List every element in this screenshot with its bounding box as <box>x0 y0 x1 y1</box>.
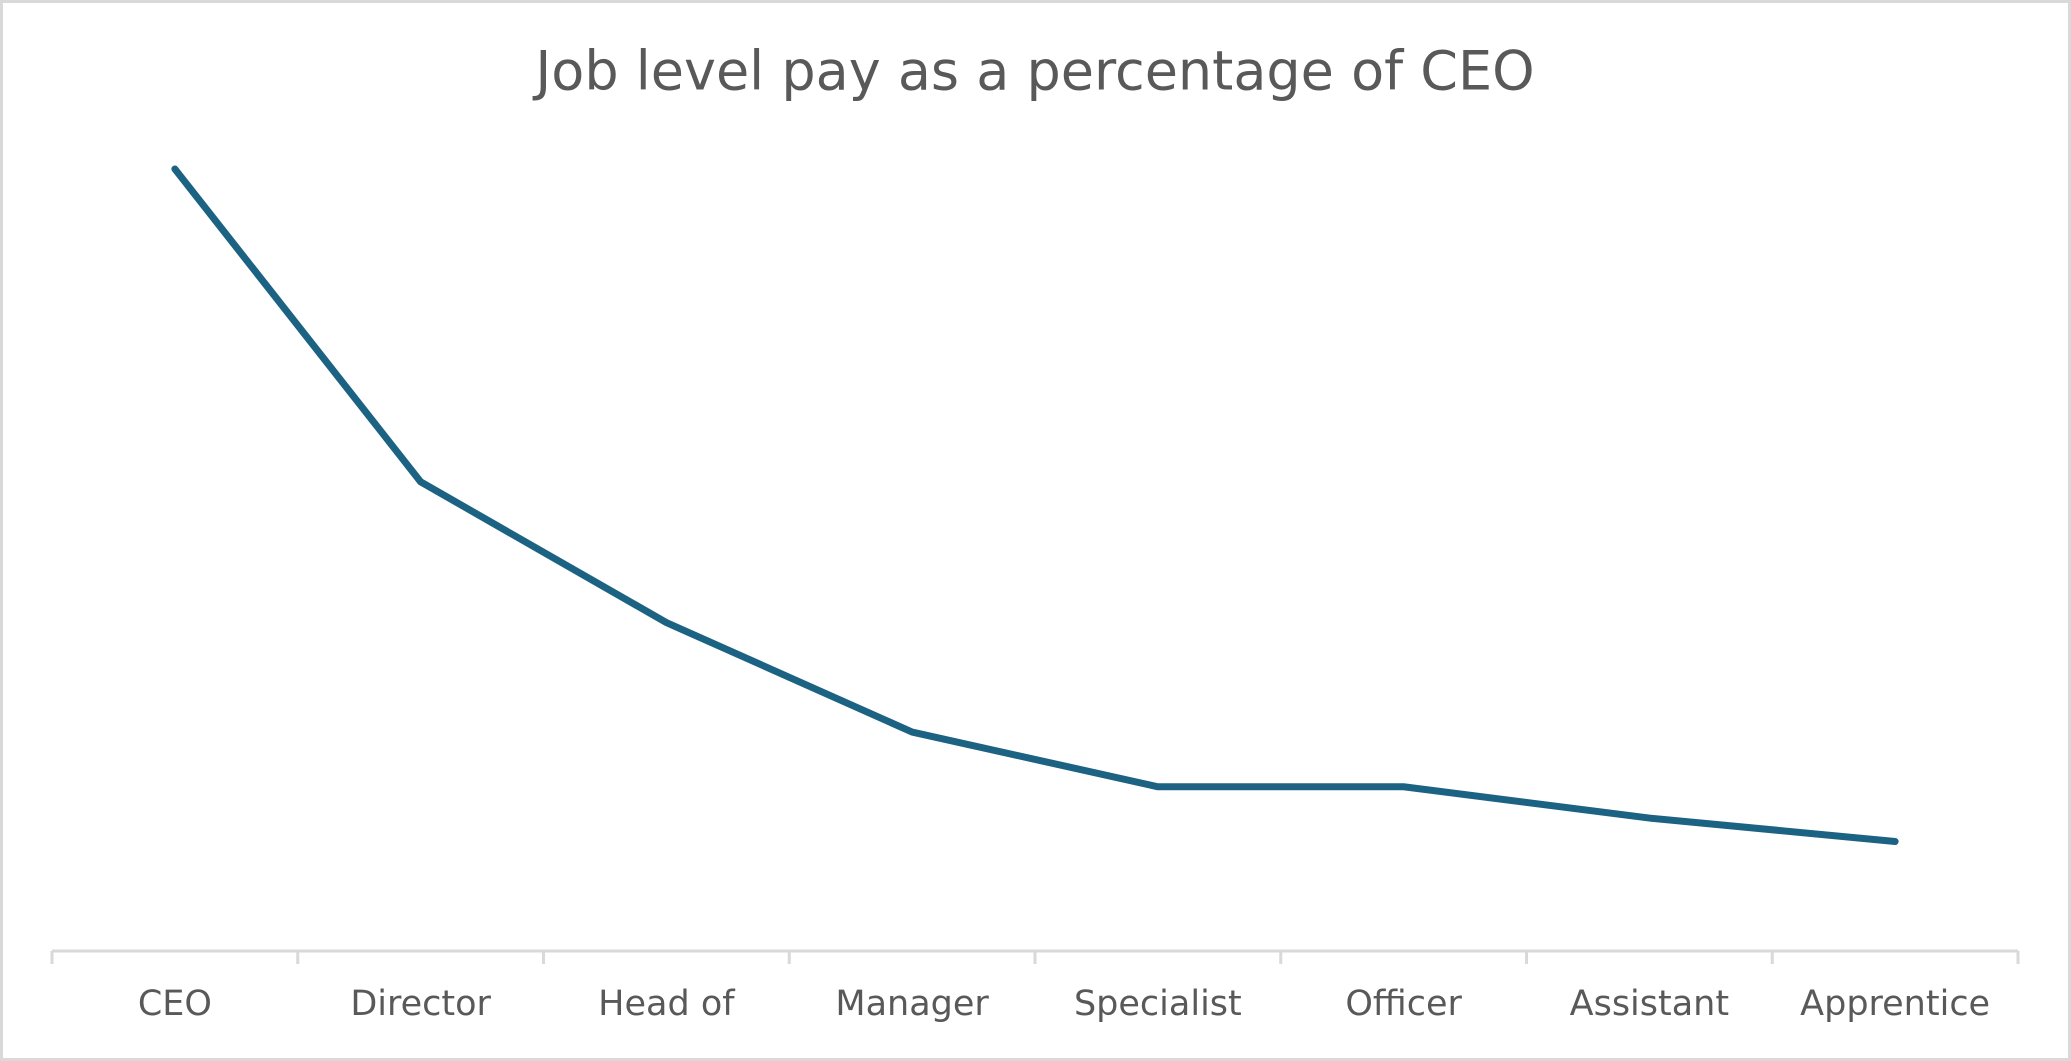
x-tick-label: Officer <box>1345 984 1462 1024</box>
x-tick-label: Head of <box>598 984 735 1024</box>
x-tick-label: Specialist <box>1074 984 1242 1024</box>
x-tick-label: Manager <box>835 984 989 1024</box>
line <box>171 165 1899 846</box>
x-tick-label: Director <box>350 984 491 1024</box>
x-tick-label: Apprentice <box>1800 984 1990 1024</box>
x-tick-label: CEO <box>138 984 212 1024</box>
x-tick-label: Assistant <box>1570 984 1729 1024</box>
chart-title: Job level pay as a percentage of CEO <box>532 40 1534 103</box>
